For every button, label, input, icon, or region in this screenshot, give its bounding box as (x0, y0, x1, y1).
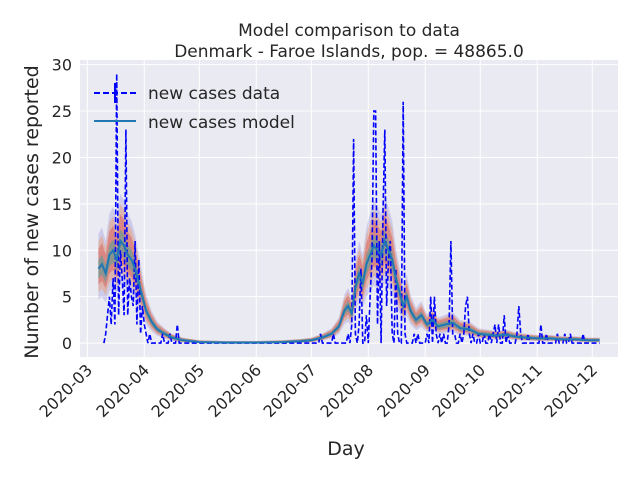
x-axis-label: Day (327, 438, 365, 460)
y-tick-label: 20 (52, 148, 72, 167)
legend-data-label: new cases data (148, 84, 280, 104)
series-line-new-cases-data (103, 73, 600, 344)
x-tick-label: 2020-07 (259, 360, 320, 421)
chart-subtitle: Denmark - Faroe Islands, pop. = 48865.0 (174, 42, 524, 62)
y-tick-label: 5 (62, 288, 72, 307)
x-tick-label: 2020-11 (485, 360, 546, 421)
legend: new cases data new cases model (94, 83, 295, 133)
y-tick-label: 25 (52, 102, 72, 121)
series-layer (97, 73, 600, 344)
y-tick-label: 10 (52, 241, 72, 260)
x-tick-label: 2020-12 (540, 360, 601, 421)
series-line-new-cases-model (97, 237, 600, 344)
y-tick-label: 15 (52, 195, 72, 214)
x-tick-label: 2020-03 (35, 360, 96, 421)
y-tick-label: 0 (62, 334, 72, 353)
x-tick-labels: 2020-032020-042020-052020-062020-072020-… (35, 360, 601, 421)
legend-model-label: new cases model (148, 113, 295, 133)
band-purple (98, 193, 600, 344)
x-tick-label: 2020-05 (147, 360, 208, 421)
x-tick-label: 2020-06 (204, 360, 265, 421)
x-tick-label: 2020-09 (373, 360, 434, 421)
y-tick-label: 30 (52, 56, 72, 75)
band-orange (98, 203, 600, 344)
y-axis-label: Number of new cases reported (21, 65, 43, 358)
grid (80, 60, 618, 357)
y-tick-labels: 0 5 10 15 20 25 30 (52, 56, 72, 353)
x-tick-label: 2020-10 (428, 360, 489, 421)
model-uncertainty-bands (98, 193, 600, 344)
x-tick-label: 2020-04 (92, 360, 153, 421)
chart-title: Model comparison to data (238, 21, 460, 41)
x-tick-label: 2020-08 (316, 360, 377, 421)
